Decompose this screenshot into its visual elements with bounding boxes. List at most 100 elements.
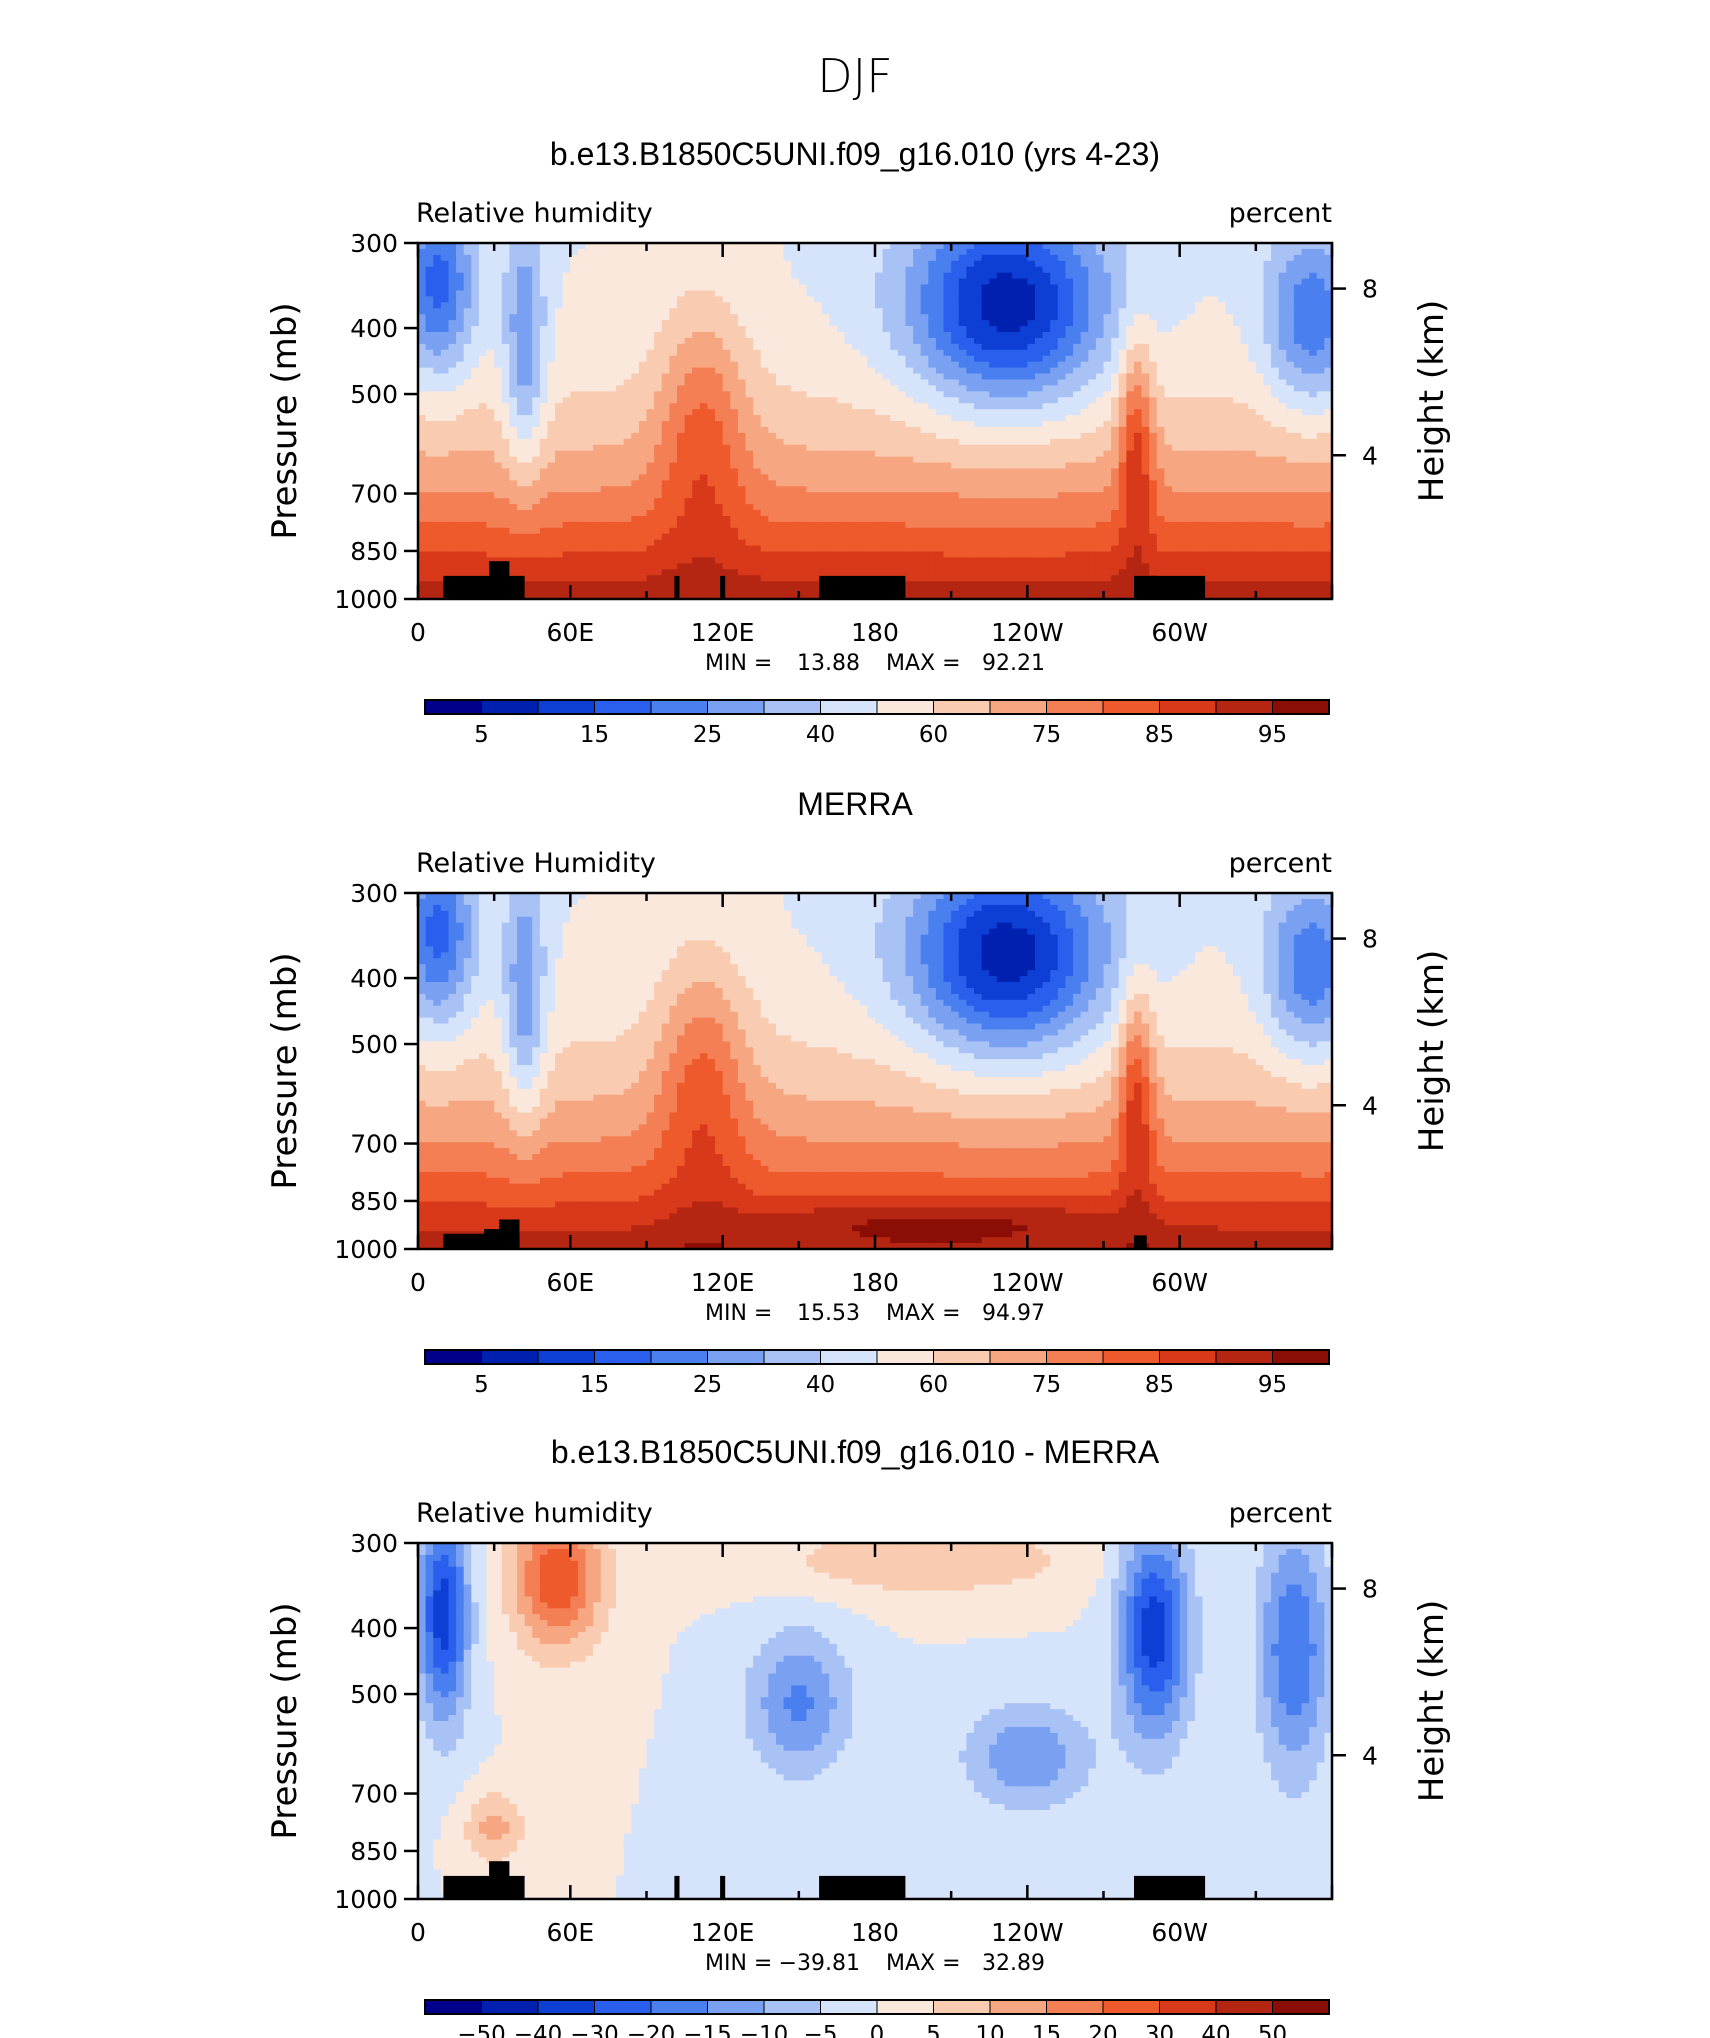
field-cell <box>852 272 861 280</box>
field-cell <box>897 397 907 404</box>
field-cell <box>905 474 914 481</box>
field-cell <box>852 468 861 475</box>
field-cell <box>875 527 884 535</box>
field-cell <box>1027 421 1036 428</box>
field-cell <box>654 326 663 333</box>
field-cell <box>920 510 929 517</box>
field-cell <box>836 515 846 523</box>
field-cell <box>783 243 792 250</box>
field-cell <box>935 504 945 511</box>
field-cell <box>440 510 450 517</box>
field-cell <box>798 432 808 440</box>
field-cell <box>928 575 937 582</box>
field-cell <box>532 278 541 286</box>
field-cell <box>555 320 564 327</box>
field-cell <box>593 498 602 505</box>
field-cell <box>456 444 465 452</box>
field-cell <box>486 468 495 475</box>
field-cell <box>699 581 709 588</box>
field-cell <box>996 456 1006 464</box>
field-cell <box>1019 361 1028 369</box>
field-cell <box>539 278 549 286</box>
field-cell <box>783 260 792 268</box>
field-cell <box>859 474 868 481</box>
field-cell <box>875 421 884 428</box>
field-cell <box>897 248 907 256</box>
field-cell <box>951 521 960 529</box>
field-cell <box>791 415 800 422</box>
field-cell <box>836 432 846 440</box>
field-cell <box>425 539 434 547</box>
field-cell <box>715 438 724 446</box>
field-cell <box>867 545 876 553</box>
field-cell <box>783 545 792 553</box>
field-cell <box>433 332 442 339</box>
field-cell <box>1019 290 1028 297</box>
field-cell <box>494 302 503 309</box>
field-cell <box>791 290 800 297</box>
field-cell <box>951 432 960 440</box>
field-cell <box>570 432 579 440</box>
field-cell <box>448 498 457 505</box>
field-cell <box>654 397 663 404</box>
field-cell <box>638 545 648 553</box>
field-cell <box>920 302 929 309</box>
field-cell <box>456 551 465 559</box>
field-cell <box>852 284 861 292</box>
field-cell <box>570 326 579 333</box>
field-cell <box>418 456 427 464</box>
field-cell <box>486 498 495 505</box>
field-cell <box>928 480 937 487</box>
field-cell <box>501 272 510 280</box>
field-cell <box>570 480 579 487</box>
field-cell <box>593 379 602 386</box>
field-cell <box>577 569 587 576</box>
field-cell <box>775 551 785 559</box>
field-cell <box>722 337 731 345</box>
field-cell <box>1004 343 1013 351</box>
field-cell <box>1027 290 1036 297</box>
field-cell <box>920 290 929 297</box>
field-cell <box>539 557 549 564</box>
field-cell <box>890 551 899 559</box>
field-cell <box>570 415 579 422</box>
field-cell <box>638 527 648 535</box>
field-cell <box>722 254 731 262</box>
field-cell <box>867 421 876 428</box>
field-cell <box>433 409 442 416</box>
field-cell <box>486 272 495 280</box>
field-cell <box>448 462 457 470</box>
field-cell <box>775 504 785 511</box>
field-cell <box>532 498 541 505</box>
field-cell <box>974 397 983 404</box>
field-cell <box>623 367 632 375</box>
field-cell <box>661 296 670 303</box>
field-cell <box>600 296 610 303</box>
field-cell <box>1019 593 1028 599</box>
field-cell <box>920 426 929 434</box>
field-cell <box>692 379 701 386</box>
field-cell <box>897 527 907 535</box>
field-cell <box>585 266 594 274</box>
field-cell <box>996 480 1006 487</box>
field-cell <box>638 575 648 582</box>
field-cell <box>715 545 724 553</box>
field-cell <box>448 474 457 481</box>
field-cell <box>478 521 488 529</box>
field-cell <box>440 308 450 315</box>
field-cell <box>524 355 533 363</box>
field-cell <box>524 284 533 292</box>
field-cell <box>585 587 594 594</box>
field-cell <box>562 260 571 268</box>
field-cell <box>547 272 556 280</box>
field-cell <box>867 515 876 523</box>
field-cell <box>463 563 472 570</box>
field-cell <box>1019 415 1028 422</box>
field-cell <box>631 248 640 256</box>
field-cell <box>928 587 937 594</box>
field-cell <box>958 498 967 505</box>
field-cell <box>517 510 526 517</box>
field-cell <box>699 332 709 339</box>
field-cell <box>1034 308 1044 315</box>
field-cell <box>509 397 518 404</box>
